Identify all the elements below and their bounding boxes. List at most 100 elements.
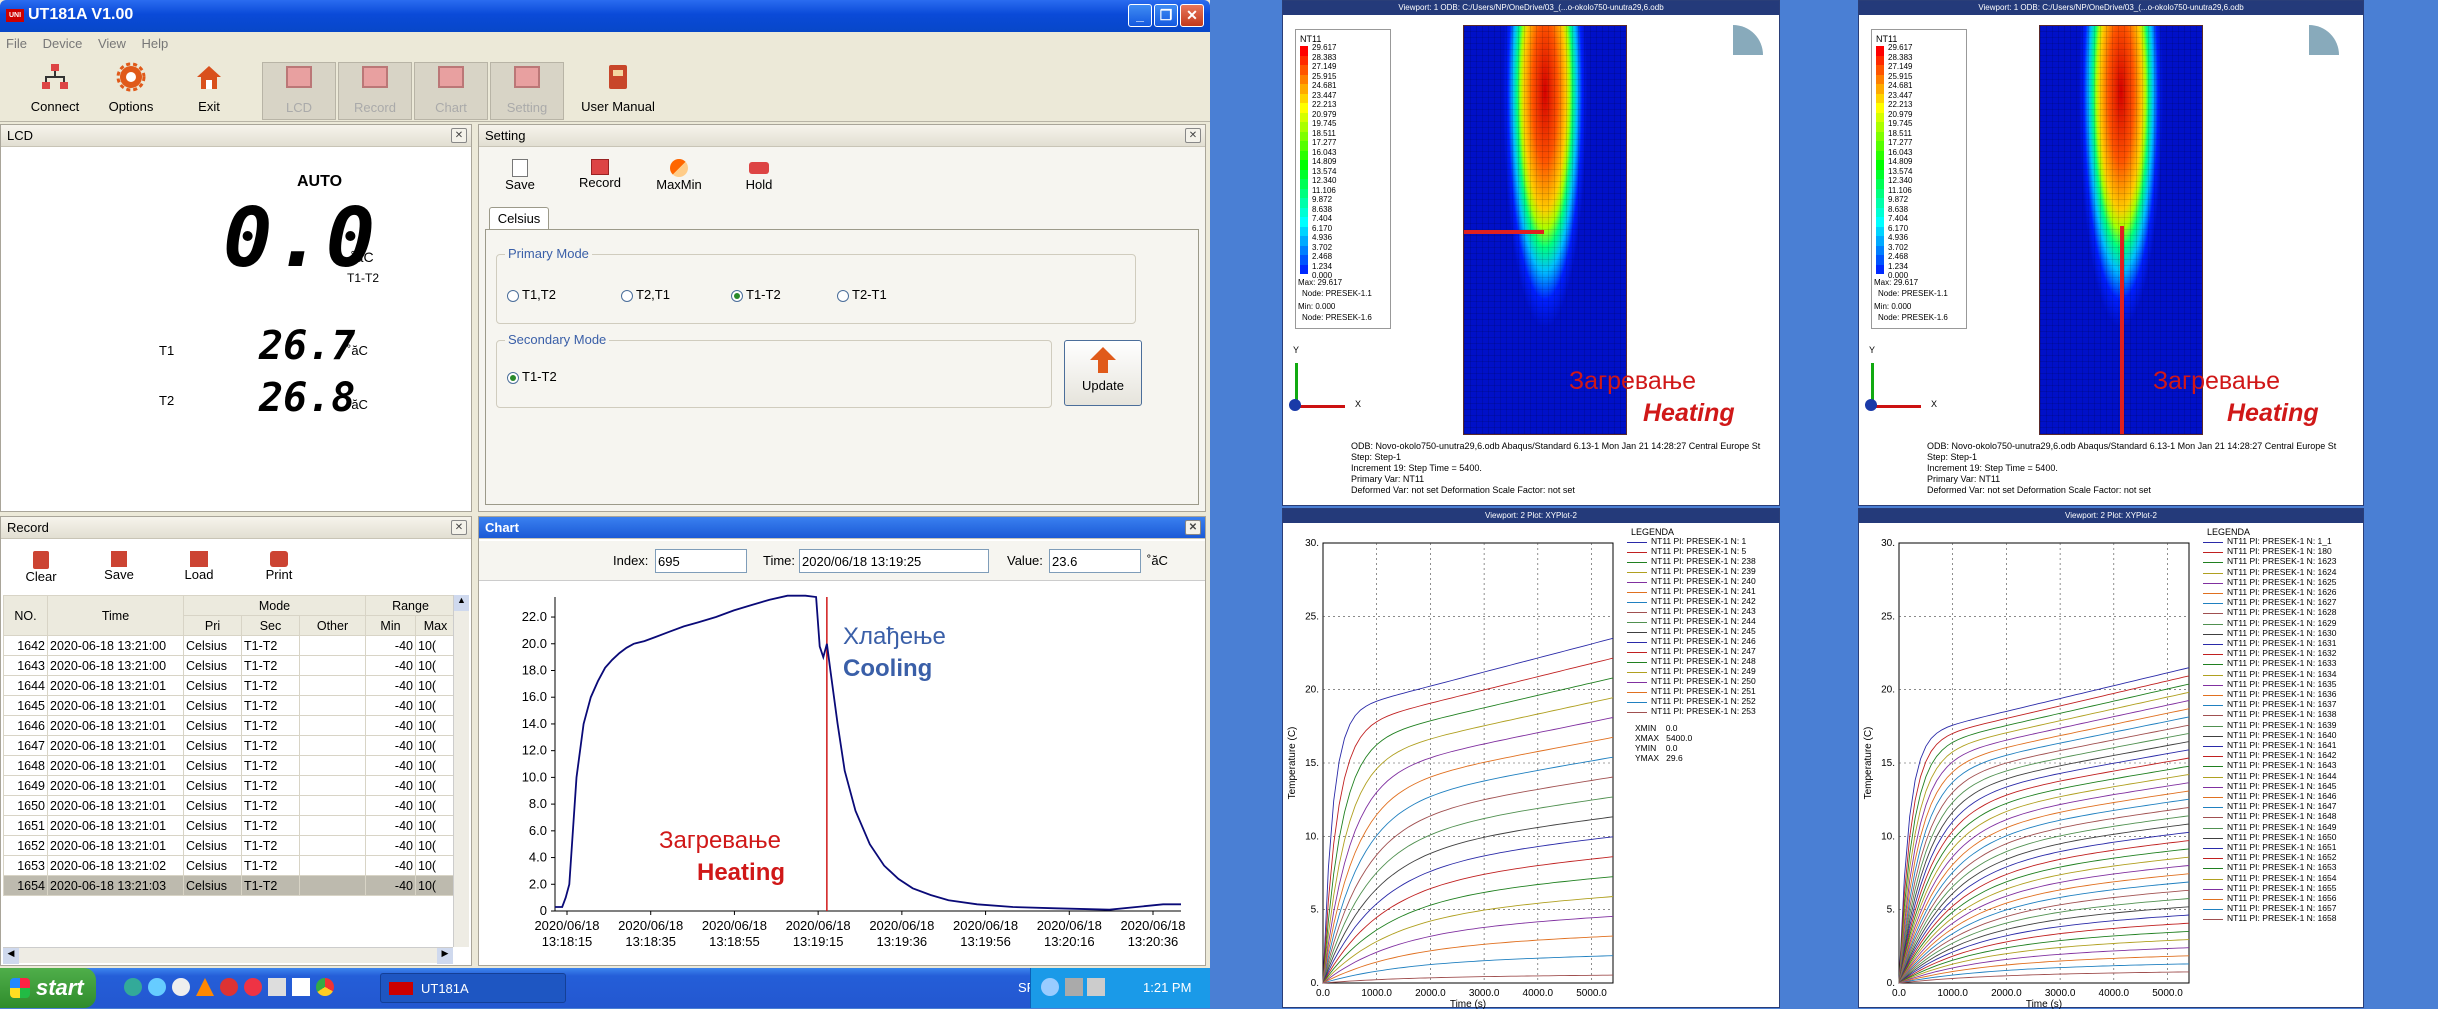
series-line[interactable] [1898, 749, 2190, 984]
col-header-max[interactable]: Max [415, 615, 453, 636]
series-line[interactable] [1898, 691, 2190, 984]
acrobat-icon[interactable] [292, 978, 310, 996]
record-save-button[interactable]: Save [97, 551, 141, 582]
fe-xy-plot[interactable]: 0. 5. 10. 15. 20. 25. 30. 0.0 1000.0 2000.0 3000.0… [1283, 523, 1777, 1009]
chart-toolbar-button[interactable]: Chart [414, 62, 488, 120]
close-button[interactable]: ✕ [1180, 4, 1204, 27]
fe-xy-viewport[interactable]: Viewport: 2 Plot: XYPlot-2 0. 5. 10. 15. 20. 2… [1858, 508, 2364, 1009]
temperature-series-line[interactable] [555, 594, 1181, 911]
volume-icon[interactable] [1087, 978, 1105, 996]
fe-contour-viewport[interactable]: Viewport: 1 ODB: C:/Users/NP/OneDrive/03… [1282, 0, 1780, 506]
secondary-opt-t1-minus-t2[interactable]: T1-T2 [507, 369, 557, 384]
series-line[interactable] [1322, 974, 1614, 984]
word-icon[interactable] [268, 978, 286, 996]
series-line[interactable] [1322, 955, 1614, 984]
series-line[interactable] [1898, 922, 2190, 984]
update-button[interactable]: Update [1064, 340, 1142, 406]
table-row[interactable]: 1644 2020-06-18 13:21:01 Celsius T1-T2 -40 10… [3, 675, 453, 696]
series-line[interactable] [1898, 831, 2190, 984]
value-field[interactable] [1049, 549, 1141, 573]
series-line[interactable] [1898, 790, 2190, 984]
scroll-right-icon[interactable]: ▶ [437, 948, 453, 964]
series-line[interactable] [1898, 840, 2190, 984]
series-line[interactable] [1898, 865, 2190, 984]
series-line[interactable] [1322, 896, 1614, 984]
media-icon[interactable] [172, 978, 190, 996]
series-line[interactable] [1898, 873, 2190, 984]
primary-opt-t2-minus-t1[interactable]: T2-T1 [837, 287, 887, 302]
taskbar-app-button[interactable]: UT181A [380, 973, 566, 1003]
series-line[interactable] [1898, 971, 2189, 984]
table-row[interactable]: 1647 2020-06-18 13:21:01 Celsius T1-T2 -40 10… [3, 735, 453, 756]
table-row[interactable]: 1652 2020-06-18 13:21:01 Celsius T1-T2 -40 10… [3, 835, 453, 856]
series-line[interactable] [1322, 796, 1614, 984]
series-line[interactable] [1898, 906, 2190, 984]
setting-record-button[interactable]: Record [573, 159, 627, 190]
table-row[interactable]: 1650 2020-06-18 13:21:01 Celsius T1-T2 -40 10… [3, 795, 453, 816]
tab-celsius[interactable]: Celsius [489, 207, 549, 229]
setting-panel-close-icon[interactable]: ✕ [1185, 128, 1201, 143]
series-line[interactable] [1322, 915, 1614, 984]
col-header-min[interactable]: Min [365, 615, 416, 636]
series-line[interactable] [1322, 657, 1614, 984]
firefox-icon[interactable] [244, 978, 262, 996]
menu-help[interactable]: Help [141, 36, 169, 51]
setting-save-button[interactable]: Save [497, 159, 543, 192]
vlc-icon[interactable] [196, 978, 214, 996]
series-line[interactable] [1898, 741, 2190, 984]
series-line[interactable] [1322, 856, 1614, 984]
col-header-sec[interactable]: Sec [241, 615, 300, 636]
lcd-panel-close-icon[interactable]: ✕ [451, 128, 467, 143]
record-clear-button[interactable]: Clear [19, 551, 63, 584]
series-line[interactable] [1898, 675, 2190, 984]
fe-xy-plot[interactable]: 0. 5. 10. 15. 20. 25. 30. 0.0 1000.0 2000.0 3000.0… [1859, 523, 2361, 1009]
chart-panel-close-icon[interactable]: ✕ [1185, 520, 1201, 535]
record-toolbar-button[interactable]: Record [338, 62, 412, 120]
series-line[interactable] [1898, 914, 2190, 984]
table-row[interactable]: 1649 2020-06-18 13:21:01 Celsius T1-T2 -40 10… [3, 775, 453, 796]
table-row[interactable]: 1648 2020-06-18 13:21:01 Celsius T1-T2 -40 10… [3, 755, 453, 776]
series-line[interactable] [1322, 756, 1614, 984]
record-vertical-scrollbar[interactable]: ▲ [453, 595, 469, 947]
series-line[interactable] [1322, 816, 1614, 984]
series-line[interactable] [1898, 708, 2190, 984]
app-shortcut-icon[interactable] [124, 978, 142, 996]
col-header-no[interactable]: NO. [3, 595, 48, 636]
series-line[interactable] [1322, 637, 1614, 984]
table-row[interactable]: 1653 2020-06-18 13:21:02 Celsius T1-T2 -40 10… [3, 855, 453, 876]
series-line[interactable] [1898, 881, 2190, 984]
series-line[interactable] [1898, 765, 2190, 984]
setting-hold-button[interactable]: Hold [735, 159, 783, 192]
chrome-icon[interactable] [316, 978, 334, 996]
fe-contour-plot[interactable] [1463, 25, 1627, 435]
series-line[interactable] [1898, 955, 2190, 984]
col-header-time[interactable]: Time [47, 595, 184, 636]
record-print-button[interactable]: Print [257, 551, 301, 582]
table-row[interactable]: 1654 2020-06-18 13:21:03 Celsius T1-T2 -40 10… [3, 875, 453, 896]
series-line[interactable] [1322, 776, 1614, 984]
menu-view[interactable]: View [97, 36, 126, 51]
series-line[interactable] [1898, 856, 2190, 984]
series-line[interactable] [1322, 935, 1614, 984]
series-line[interactable] [1898, 683, 2190, 984]
options-button[interactable]: Options [98, 62, 164, 120]
menu-device[interactable]: Device [42, 36, 83, 51]
series-line[interactable] [1898, 774, 2190, 984]
menu-file[interactable]: File [6, 36, 27, 51]
series-line[interactable] [1322, 876, 1614, 984]
series-line[interactable] [1898, 963, 2190, 984]
table-row[interactable]: 1645 2020-06-18 13:21:01 Celsius T1-T2 -40 10… [3, 695, 453, 716]
time-field[interactable] [799, 549, 989, 573]
series-line[interactable] [1898, 848, 2190, 984]
table-row[interactable]: 1651 2020-06-18 13:21:01 Celsius T1-T2 -40 10… [3, 815, 453, 836]
series-line[interactable] [1898, 724, 2190, 984]
user-manual-button[interactable]: User Manual [576, 62, 660, 120]
series-line[interactable] [1322, 836, 1614, 984]
record-load-button[interactable]: Load [177, 551, 221, 582]
record-panel-close-icon[interactable]: ✕ [451, 520, 467, 535]
title-bar[interactable]: UNI UT181A V1.00 _ ❐ ✕ [0, 0, 1210, 32]
col-header-mode[interactable]: Mode [183, 595, 366, 616]
table-row[interactable]: 1646 2020-06-18 13:21:01 Celsius T1-T2 -40 10… [3, 715, 453, 736]
maximize-button[interactable]: ❐ [1154, 4, 1178, 27]
primary-opt-t1t2[interactable]: T1,T2 [507, 287, 556, 302]
